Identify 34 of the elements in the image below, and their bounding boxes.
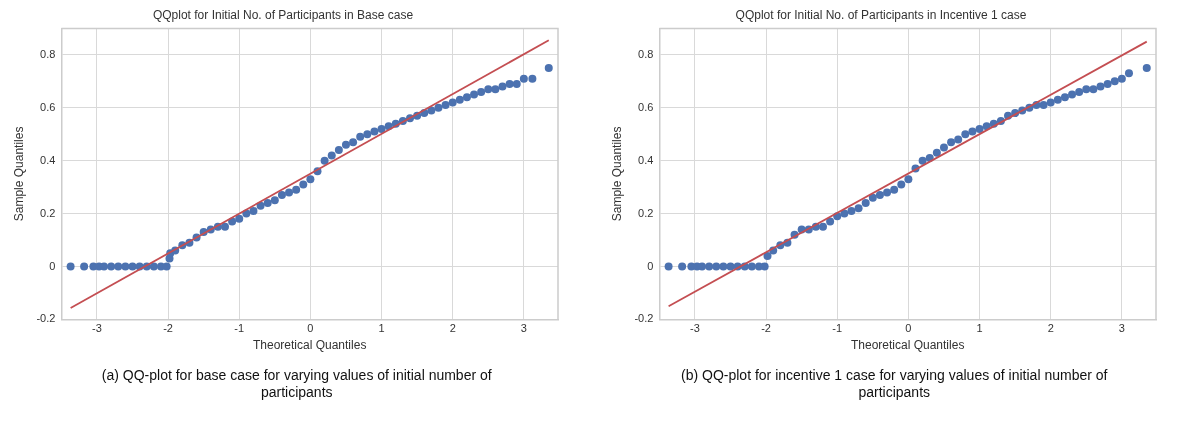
x-tick-label: 0 <box>307 322 314 335</box>
y-tick-label: 0 <box>49 259 56 272</box>
y-tick-label: -0.2 <box>36 312 56 325</box>
y-tick-label: 0.4 <box>637 153 653 166</box>
x-axis-title: Theoretical Quantiles <box>252 338 367 353</box>
x-axis-title: Theoretical Quantiles <box>850 338 964 353</box>
text: (a) QQ-plot for base case for varying values of initial number of participants <box>100 367 493 401</box>
x-tick-label: 3 <box>1118 322 1125 335</box>
x-tick-label: -2 <box>163 322 173 335</box>
y-tick-label: 0 <box>646 259 653 272</box>
y-tick-label: 0.6 <box>637 100 653 113</box>
x-tick-label: -2 <box>760 322 771 335</box>
x-tick-label: 0 <box>904 322 911 335</box>
x-tick-label: 2 <box>1047 322 1054 335</box>
y-axis-title: Sample Quantiles <box>11 126 26 222</box>
y-tick-label: 0.8 <box>637 47 653 60</box>
y-tick-label: -0.2 <box>633 312 653 325</box>
y-tick-label: 0.2 <box>40 206 56 219</box>
chart-title: QQplot for Initial No. of Participants in Incentive 1 case <box>735 7 1027 22</box>
x-tick-label: 1 <box>378 322 385 335</box>
y-tick-label: 0.8 <box>40 47 56 60</box>
y-tick-label: 0.4 <box>40 153 56 166</box>
x-tick-label: 3 <box>520 322 527 335</box>
x-tick-label: -1 <box>234 322 245 335</box>
x-tick-label: 1 <box>975 322 983 335</box>
x-tick-label: -1 <box>831 322 842 335</box>
y-tick-label: 0.6 <box>40 100 56 113</box>
x-tick-label: -3 <box>689 322 700 335</box>
y-axis-title: Sample Quantiles <box>609 126 624 222</box>
y-tick-label: 0.2 <box>637 206 653 219</box>
chart-title: QQplot for Initial No. of Participants in Base case <box>152 7 414 22</box>
x-tick-label: -3 <box>92 322 102 335</box>
x-tick-label: 2 <box>449 322 456 335</box>
text: (b) QQ-plot for incentive 1 case for varying values of initial number of participants <box>680 367 1109 401</box>
